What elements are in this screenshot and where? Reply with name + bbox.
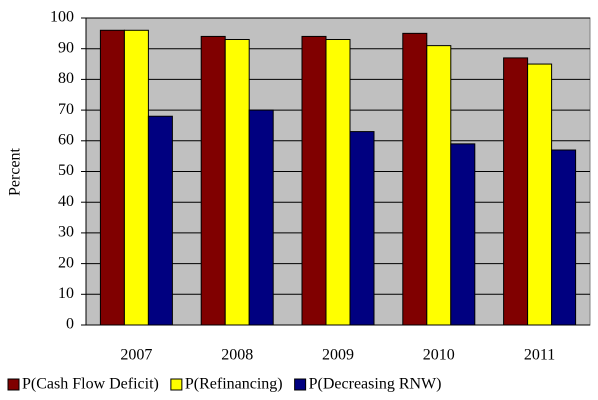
x-tick-label: 2009 [322,347,354,364]
legend-label: P(Decreasing RNW) [309,376,442,393]
y-tick-label: 30 [58,224,74,241]
bar [426,45,452,326]
y-axis-label: Percent [7,147,24,196]
bar [527,63,553,326]
bar [503,57,529,326]
bar [450,143,476,326]
bar [123,29,149,326]
x-tick-label: 2007 [120,347,152,364]
bar [349,131,375,326]
y-tick-label: 10 [58,285,74,302]
legend-label: P(Cash Flow Deficit) [22,376,159,393]
legend-swatch [294,378,307,391]
x-tick-label: 2011 [524,347,555,364]
x-tick-label: 2008 [221,347,253,364]
y-tick-label: 70 [58,101,74,118]
bar [248,109,274,326]
bar [551,149,577,326]
bar [224,38,250,326]
bar [147,115,173,326]
y-tick-label: 80 [58,70,74,87]
bar [200,35,226,326]
bar [325,38,351,326]
legend-swatch [170,378,183,391]
y-tick-label: 0 [66,316,74,333]
y-tick-label: 40 [58,193,74,210]
bar [99,29,125,326]
y-tick-label: 20 [58,254,74,271]
legend-swatch [7,378,20,391]
bar [301,35,327,326]
y-tick-label: 90 [58,39,74,56]
y-tick-label: 50 [58,162,74,179]
bar [402,32,428,326]
y-tick-label: 100 [50,9,74,26]
y-tick-label: 60 [58,131,74,148]
legend-label: P(Refinancing) [185,376,283,393]
x-tick-label: 2010 [423,347,455,364]
